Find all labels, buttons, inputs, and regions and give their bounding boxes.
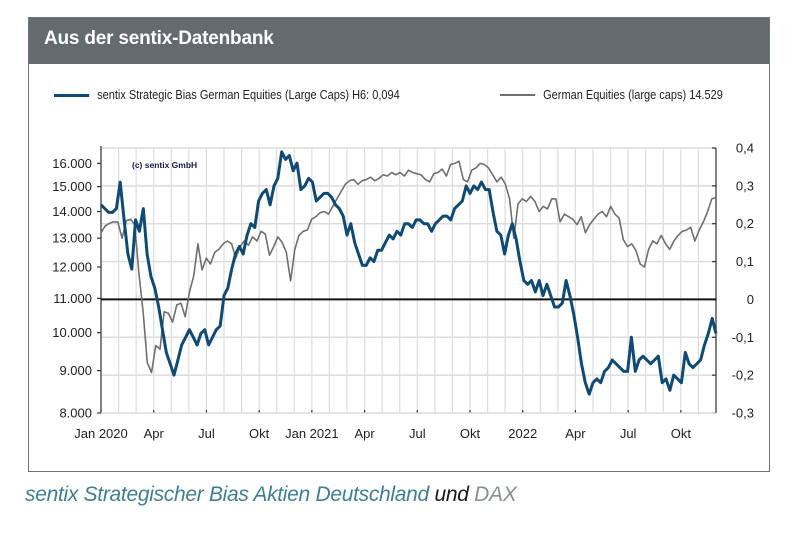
legend-item-sentix-bias: sentix Strategic Bias German Equities (L…: [54, 88, 400, 102]
caption-und: und: [434, 483, 469, 506]
left-axis-tick-label: 14.000: [52, 204, 92, 219]
x-axis-tick-label: Okt: [249, 426, 270, 441]
right-axis-tick-label: 0: [747, 292, 754, 307]
x-axis-tick-label: Apr: [565, 426, 586, 441]
legend-item-german-equities: German Equities (large caps) 14.529: [500, 88, 723, 102]
x-axis-tick-label: Apr: [144, 426, 165, 441]
chart-title: Aus der sentix-Datenbank: [44, 28, 274, 49]
right-axis-tick-label: -0,1: [732, 330, 754, 345]
right-axis-tick-label: 0,4: [736, 141, 754, 156]
caption-dax: DAX: [474, 483, 517, 506]
x-axis-tick-label: 2022: [508, 426, 537, 441]
left-axis-tick-label: 15.000: [52, 179, 92, 194]
copyright-watermark: (c) sentix GmbH: [132, 160, 197, 170]
x-axis-tick-label: Okt: [460, 426, 481, 441]
german-equities-line: [100, 160, 717, 374]
caption-sentix: sentix Strategischer Bias Aktien Deutsch…: [25, 483, 429, 506]
left-axis-tick-label: 9.000: [59, 363, 92, 378]
x-axis-tick-label: Jul: [620, 426, 637, 441]
legend-label: German Equities (large caps) 14.529: [543, 88, 723, 102]
left-axis-tick-label: 10.000: [52, 325, 92, 340]
header-bar: Aus der sentix-Datenbank: [29, 18, 769, 64]
sentix-bias-line: [99, 150, 718, 396]
legend-swatch-blue: [54, 93, 90, 97]
x-axis-tick-label: Jul: [409, 426, 426, 441]
right-axis-tick-label: -0,2: [732, 368, 754, 383]
right-axis-tick-label: 0,1: [736, 254, 754, 269]
figure-caption: sentix Strategischer Bias Aktien Deutsch…: [25, 483, 517, 507]
x-axis-tick-label: Jan 2021: [285, 426, 339, 441]
series-lines: [99, 150, 718, 396]
chart-frame: Aus der sentix-Datenbank: [28, 17, 770, 472]
left-axis-tick-label: 8.000: [59, 406, 92, 421]
legend-label: sentix Strategic Bias German Equities (L…: [97, 88, 400, 102]
left-axis-tick-label: 16.000: [52, 156, 92, 171]
right-axis-tick-label: 0,3: [736, 178, 754, 193]
left-axis-tick-label: 13.000: [52, 231, 92, 246]
x-axis-tick-label: Apr: [354, 426, 375, 441]
legend-swatch-gray: [500, 94, 536, 96]
axes: 8.000 9.000 10.000 11.000 12.000 13.000 14.000…: [52, 141, 754, 442]
x-axis-tick-label: Jan 2020: [74, 426, 128, 441]
right-axis-tick-label: -0,3: [732, 406, 754, 421]
x-axis-tick-label: Jul: [198, 426, 215, 441]
x-axis-tick-label: Okt: [671, 426, 692, 441]
right-axis-tick-label: 0,2: [736, 216, 754, 231]
left-axis-tick-label: 12.000: [52, 260, 92, 275]
left-axis-tick-label: 11.000: [53, 291, 92, 306]
